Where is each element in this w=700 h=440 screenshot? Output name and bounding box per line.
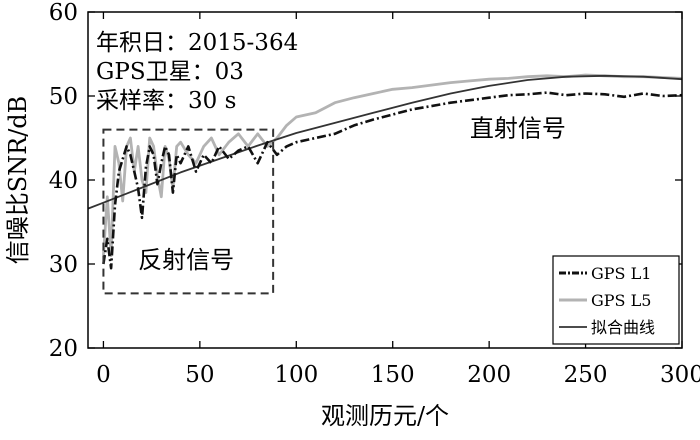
- x-tick-label: 250: [564, 362, 608, 388]
- x-tick-label: 200: [467, 362, 511, 388]
- x-tick-label: 150: [371, 362, 415, 388]
- legend: GPS L1 GPS L5 拟合曲线: [552, 255, 680, 345]
- x-tick-label: 0: [96, 362, 111, 388]
- x-tick-label: 100: [274, 362, 318, 388]
- reflection-region-box: [102, 128, 275, 295]
- info-doy: 年积日：2015-364: [96, 30, 298, 56]
- x-axis-label: 观测历元/个: [321, 402, 449, 430]
- y-tick-label: 20: [49, 336, 78, 362]
- series-line-l5: [102, 73, 683, 258]
- y-tick-label: 60: [49, 0, 78, 26]
- series-line-fit: [87, 74, 683, 210]
- x-tick-label: 50: [185, 362, 214, 388]
- y-tick-label: 40: [49, 168, 78, 194]
- legend-label-l1: GPS L1: [591, 264, 651, 283]
- y-tick-label: 30: [49, 252, 78, 278]
- info-satellite: GPS卫星：03: [96, 59, 244, 85]
- legend-label-l5: GPS L5: [591, 291, 651, 310]
- info-sampling-rate: 采样率：30 s: [96, 88, 236, 114]
- y-tick-label: 50: [49, 84, 78, 110]
- y-axis-label: 信噪比SNR/dB: [4, 96, 32, 265]
- annotation-direct-signal: 直射信号: [470, 114, 566, 142]
- info-block: 年积日：2015-364 GPS卫星：03 采样率：30 s: [96, 30, 298, 114]
- series-line-l1: [102, 91, 683, 270]
- annotation-reflected-signal: 反射信号: [138, 246, 234, 274]
- x-tick-label: 300: [660, 362, 700, 388]
- legend-label-fit: 拟合曲线: [591, 318, 655, 337]
